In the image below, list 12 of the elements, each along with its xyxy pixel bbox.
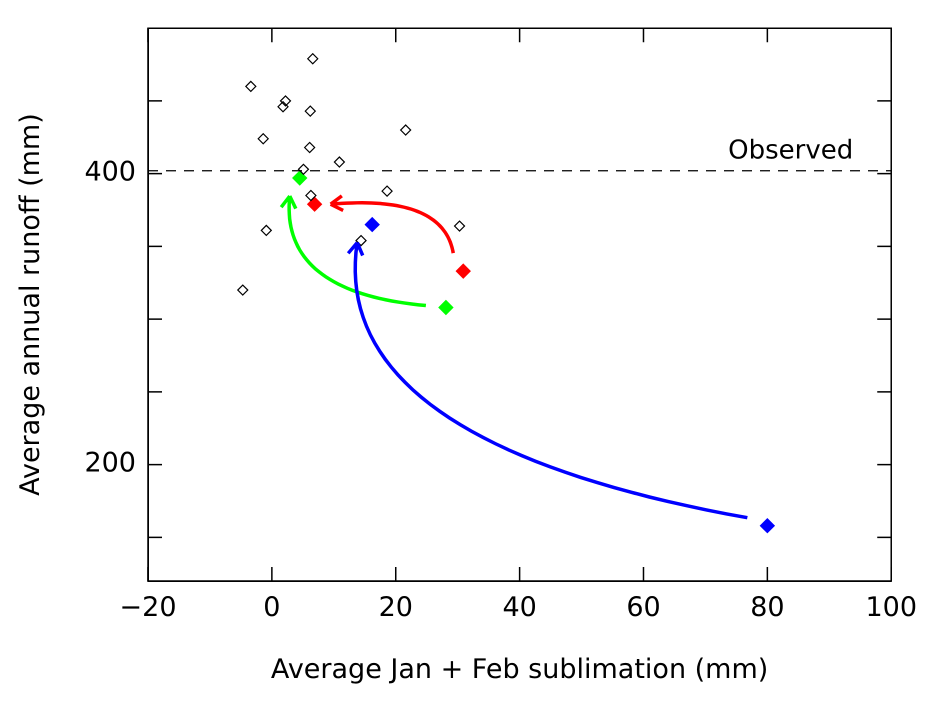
- x-tick-label: 20: [378, 592, 413, 624]
- x-tick-label: 100: [865, 592, 918, 624]
- x-tick-label: 0: [263, 592, 280, 624]
- x-axis-title: Average Jan + Feb sublimation (mm): [270, 654, 768, 685]
- y-tick-label: 200: [84, 448, 136, 479]
- x-tick-label: 40: [502, 592, 537, 624]
- y-axis-title: Average annual runoff (mm): [15, 113, 46, 496]
- ref-line-label: Observed: [728, 136, 854, 166]
- y-tick-label: 400: [84, 156, 136, 188]
- x-tick-label: −20: [120, 592, 176, 624]
- x-tick-label: 80: [750, 592, 785, 624]
- x-tick-label: 60: [626, 592, 661, 624]
